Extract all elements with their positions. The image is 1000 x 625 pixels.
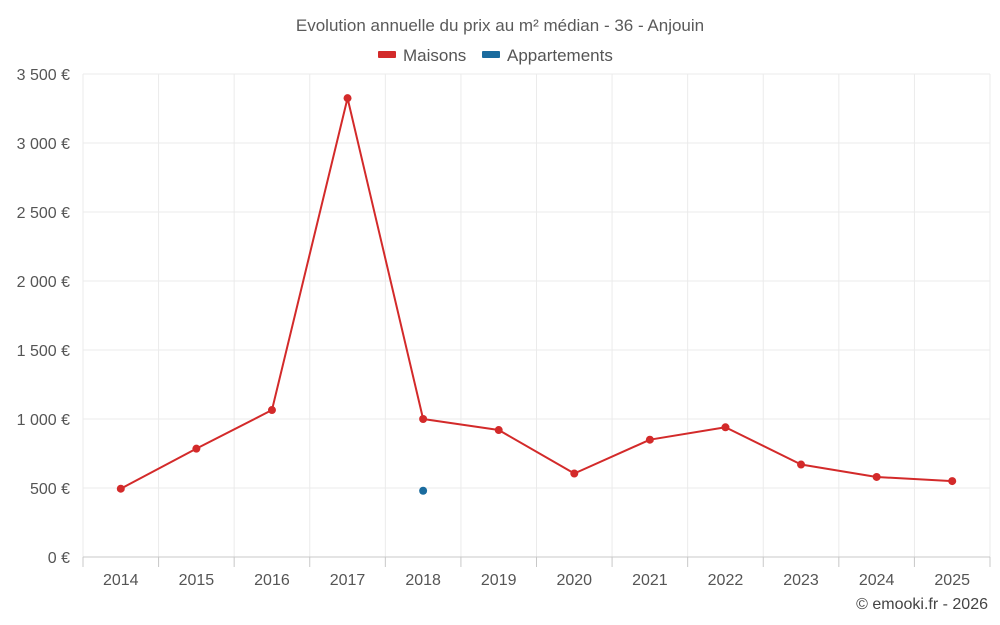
y-tick-label: 3 000 € — [17, 136, 70, 153]
x-tick-label: 2019 — [481, 572, 517, 589]
x-tick-label: 2018 — [405, 572, 441, 589]
data-point-maisons[interactable] — [570, 469, 579, 478]
grid — [82, 73, 991, 557]
x-tick-label: 2016 — [254, 572, 290, 589]
x-tick-label: 2017 — [330, 572, 366, 589]
data-point-maisons[interactable] — [267, 406, 276, 415]
data-point-maisons[interactable] — [645, 435, 654, 444]
legend: Maisons Appartements — [378, 46, 613, 65]
data-point-maisons[interactable] — [419, 415, 428, 423]
series — [116, 94, 957, 495]
x-tick-label: 2024 — [859, 572, 895, 589]
chart-title: Evolution annuelle du prix au m² médian … — [296, 16, 704, 35]
data-point-maisons[interactable] — [948, 477, 957, 486]
data-point-maisons[interactable] — [192, 444, 201, 453]
y-tick-label: 3 500 € — [17, 67, 70, 84]
y-tick-label: 2 000 € — [17, 274, 70, 291]
axes: 0 € 500 € 1 000 € 1 500 € 2 000 € 2 500 € 3 00… — [17, 67, 991, 589]
series-line-maisons — [120, 97, 953, 490]
legend-swatch-maisons — [378, 51, 396, 58]
y-tick-label: 500 € — [30, 481, 70, 498]
data-point-maisons[interactable] — [721, 423, 730, 432]
data-point-maisons[interactable] — [116, 484, 125, 493]
data-point-maisons[interactable] — [494, 426, 503, 435]
x-tick-label: 2022 — [708, 572, 744, 589]
legend-label-appartements[interactable]: Appartements — [507, 46, 613, 65]
y-tick-label: 1 000 € — [17, 412, 70, 429]
x-tick-label: 2023 — [783, 572, 819, 589]
legend-swatch-appartements — [482, 51, 500, 58]
y-tick-label: 0 € — [48, 550, 70, 567]
x-tick-label: 2014 — [103, 572, 139, 589]
x-tick-label: 2021 — [632, 572, 668, 589]
data-point-maisons[interactable] — [872, 472, 881, 481]
data-point-appartements[interactable] — [419, 486, 428, 495]
data-point-maisons[interactable] — [797, 460, 806, 469]
x-tick-label: 2025 — [934, 572, 970, 589]
x-tick-label: 2020 — [556, 572, 592, 589]
x-tick-label: 2015 — [179, 572, 215, 589]
legend-label-maisons[interactable]: Maisons — [403, 46, 466, 65]
credit-text: © emooki.fr - 2026 — [856, 596, 988, 613]
y-tick-label: 2 500 € — [17, 205, 70, 222]
y-tick-label: 1 500 € — [17, 343, 70, 360]
data-point-maisons[interactable] — [343, 94, 352, 103]
